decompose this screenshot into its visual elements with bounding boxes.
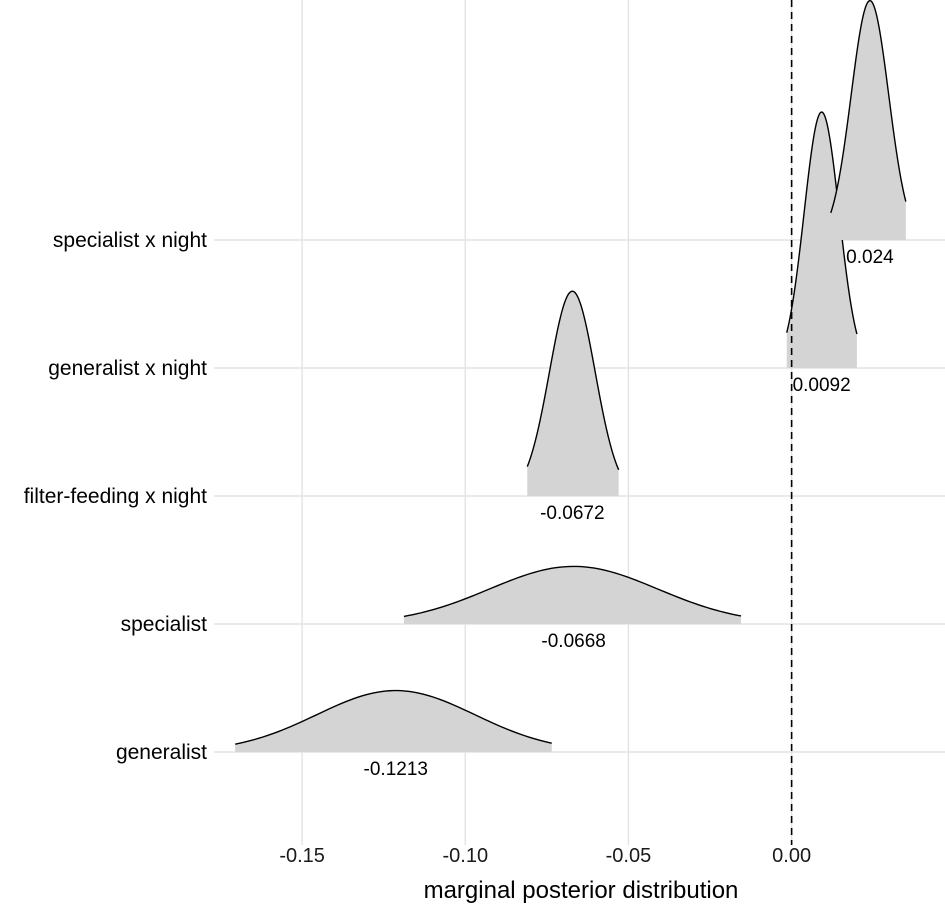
density-outline — [830, 0, 907, 214]
x-tick-label: -0.05 — [606, 845, 652, 867]
density-outline — [403, 565, 742, 618]
density-fill — [527, 291, 619, 496]
mean-label: -0.0668 — [541, 631, 605, 652]
ridge-specialist-x-night: 0.024 — [830, 0, 907, 268]
y-label-generalist-x-night: generalist x night — [48, 357, 207, 380]
mean-label: -0.1213 — [364, 759, 428, 780]
density-outline — [526, 290, 620, 471]
density-outline — [786, 111, 858, 335]
density-ridges: -0.1213 -0.0668 -0.0672 0.0092 0.024 — [235, 0, 907, 845]
ridge-generalist-x-night: 0.0092 — [786, 111, 858, 396]
x-tick-label: -0.15 — [279, 845, 325, 867]
y-label-generalist: generalist — [116, 741, 207, 764]
density-fill — [403, 566, 742, 624]
x-tick-label: 0.00 — [772, 845, 811, 867]
x-axis-tick-labels: -0.15 -0.10 -0.05 0.00 — [279, 845, 811, 867]
ridge-filter-feeding-x-night: -0.0672 — [526, 290, 620, 524]
density-fill — [830, 0, 906, 240]
mean-label: 0.0092 — [793, 375, 851, 396]
y-label-filter-feeding-x-night: filter-feeding x night — [24, 485, 207, 508]
mean-label: 0.024 — [846, 247, 894, 268]
density-fill — [235, 690, 552, 752]
y-label-specialist-x-night: specialist x night — [53, 229, 207, 252]
ridge-generalist: -0.1213 — [235, 689, 552, 780]
ridge-specialist: -0.0668 — [403, 565, 742, 652]
mean-label: -0.0672 — [540, 503, 604, 524]
y-axis-labels: generalist specialist filter-feeding x nig… — [24, 229, 207, 764]
density-outline — [235, 689, 552, 745]
x-tick-label: -0.10 — [442, 845, 488, 867]
density-fill — [786, 112, 857, 368]
y-label-specialist: specialist — [121, 613, 208, 636]
x-axis-title: marginal posterior distribution — [424, 877, 739, 904]
